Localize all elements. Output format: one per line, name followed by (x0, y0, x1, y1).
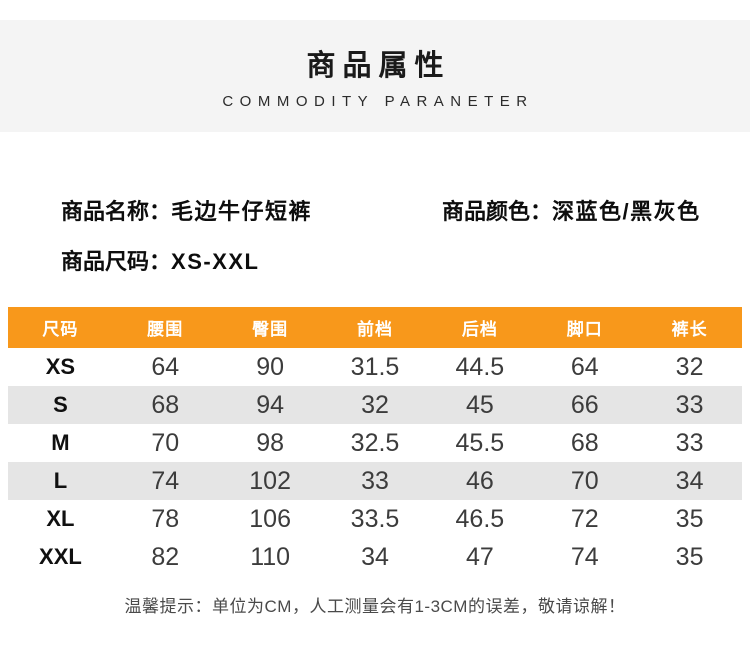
size-table-header-row: 尺码 腰围 臀围 前档 后档 脚口 裤长 (8, 307, 742, 348)
product-name-label: 商品名称： (61, 199, 172, 224)
product-name-value: 毛边牛仔短裤 (171, 199, 313, 224)
table-cell: 74 (570, 542, 599, 571)
table-cell: 45.5 (455, 428, 505, 457)
product-size-row: 商品尺码：XS-XXL (61, 244, 259, 276)
product-size-value: XS-XXL (171, 249, 260, 274)
table-cell: 45 (465, 390, 494, 419)
table-cell: 44.5 (455, 352, 505, 381)
column-header: 尺码 (42, 320, 79, 339)
size-cell: XXL (39, 544, 82, 569)
table-cell: 33 (361, 466, 389, 495)
table-row: XS 64 90 31.5 44.5 64 32 (8, 348, 742, 386)
page-title: 商品属性 (306, 50, 451, 82)
size-table: 尺码 腰围 臀围 前档 后档 脚口 裤长 XS 64 90 31.5 44.5 64 32 S 68 94 32… (8, 307, 742, 576)
column-header: 裤长 (671, 320, 708, 339)
table-cell: 32.5 (350, 428, 400, 457)
product-size-label: 商品尺码： (61, 249, 172, 274)
table-cell: 32 (675, 352, 704, 381)
table-cell: 68 (151, 390, 180, 419)
table-cell: 47 (465, 542, 494, 571)
table-cell: 106 (249, 504, 291, 533)
table-cell: 78 (151, 504, 180, 533)
product-name-row: 商品名称：毛边牛仔短裤 (61, 194, 312, 226)
table-cell: 82 (151, 542, 180, 571)
product-color-row: 商品颜色：深蓝色/黑灰色 (442, 194, 701, 226)
table-cell: 46.5 (455, 504, 505, 533)
table-cell: 64 (151, 352, 180, 381)
table-cell: 64 (570, 352, 599, 381)
size-cell: S (53, 392, 68, 417)
table-cell: 32 (361, 390, 389, 419)
table-cell: 66 (570, 390, 599, 419)
table-cell: 102 (249, 466, 291, 495)
column-header: 后档 (461, 320, 498, 339)
table-cell: 31.5 (350, 352, 400, 381)
table-cell: 90 (256, 352, 285, 381)
column-header: 臀围 (252, 320, 289, 339)
table-cell: 98 (256, 428, 285, 457)
column-header: 脚口 (566, 320, 603, 339)
table-cell: 46 (465, 466, 494, 495)
table-cell: 68 (570, 428, 599, 457)
size-cell: XL (46, 506, 75, 531)
table-cell: 74 (151, 466, 180, 495)
column-header: 腰围 (147, 320, 184, 339)
column-header: 前档 (357, 320, 393, 339)
table-cell: 35 (675, 504, 704, 533)
table-row: M 70 98 32.5 45.5 68 33 (8, 424, 742, 462)
page-subtitle: COMMODITY PARANETER (222, 93, 534, 111)
table-cell: 33.5 (350, 504, 400, 533)
table-row: L 74 102 33 46 70 34 (8, 462, 742, 500)
table-cell: 35 (675, 542, 704, 571)
product-color-label: 商品颜色： (442, 199, 553, 224)
footer-note: 温馨提示：单位为CM，人工测量会有1-3CM的误差，敬请谅解！ (124, 597, 626, 616)
table-cell: 34 (361, 542, 389, 571)
table-cell: 110 (250, 542, 291, 571)
product-attributes-page: 商品属性 COMMODITY PARANETER 商品名称：毛边牛仔短裤 商品颜… (0, 20, 750, 656)
size-cell: M (51, 430, 70, 455)
table-cell: 34 (675, 466, 704, 495)
product-color-value: 深蓝色/黑灰色 (552, 199, 701, 224)
table-row: XL 78 106 33.5 46.5 72 35 (8, 500, 742, 538)
size-cell: XS (45, 354, 76, 379)
table-cell: 33 (675, 390, 704, 419)
section-header: 商品属性 COMMODITY PARANETER (0, 20, 750, 132)
table-cell: 70 (570, 466, 599, 495)
table-cell: 33 (675, 428, 704, 457)
table-cell: 94 (256, 390, 285, 419)
table-cell: 70 (151, 428, 180, 457)
table-row: S 68 94 32 45 66 33 (8, 386, 742, 424)
product-info: 商品名称：毛边牛仔短裤 商品颜色：深蓝色/黑灰色 商品尺码：XS-XXL (0, 132, 750, 307)
size-table-body: XS 64 90 31.5 44.5 64 32 S 68 94 32 45 66 33 M 70 98 32.5… (8, 348, 742, 576)
table-row: XXL 82 110 34 47 74 35 (8, 538, 742, 576)
size-cell: L (53, 468, 68, 493)
table-cell: 72 (570, 504, 599, 533)
